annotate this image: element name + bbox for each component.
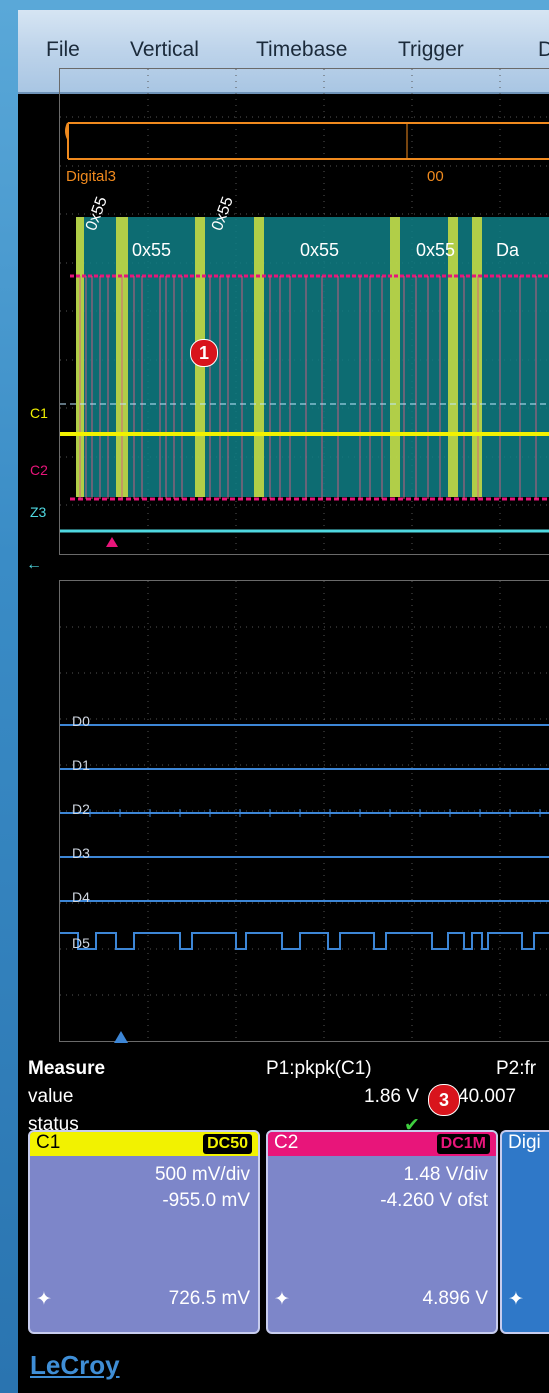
coupling-badge: DC50 xyxy=(203,1134,252,1154)
callout-marker: 1 xyxy=(190,339,218,367)
analog-grid[interactable]: Digital3 00 0x55 0x55 0x55 0x55 0x55 Da … xyxy=(59,68,549,555)
coupling-badge: DC1M xyxy=(436,1134,490,1154)
offset-value: -955.0 mV xyxy=(162,1190,250,1211)
digital-line-label: D3 xyxy=(72,845,90,861)
digital-line-label: D0 xyxy=(72,713,90,729)
left-arrow-icon: ← xyxy=(26,556,42,573)
level-icon: ✦ xyxy=(274,1289,290,1310)
scope-window: File Vertical Timebase Trigger D xyxy=(18,10,549,1393)
row-value-label: value xyxy=(28,1086,74,1107)
menu-vertical[interactable]: Vertical xyxy=(130,38,199,61)
decode-packet: Da xyxy=(496,240,520,260)
menu-display[interactable]: D xyxy=(538,38,549,61)
channel-card-c2[interactable]: C2 DC1M 1.48 V/div -4.260 V ofst ✦ 4.896… xyxy=(266,1130,498,1334)
brand-logo: LeCroy xyxy=(30,1350,120,1380)
p2-label: P2:fr xyxy=(496,1058,537,1079)
level-icon: ✦ xyxy=(508,1289,524,1310)
digital-line-label: D4 xyxy=(72,889,90,905)
decode-bus-label: Digital3 xyxy=(66,168,117,185)
measure-title[interactable]: Measure xyxy=(28,1058,106,1079)
p2-value: 40.007 xyxy=(458,1086,517,1107)
trigger-arrow-icon xyxy=(114,1031,128,1043)
decode-packet: 0x55 xyxy=(132,240,172,260)
level-icon: ✦ xyxy=(36,1289,52,1310)
decode-bus-value: 00 xyxy=(427,168,444,185)
digital-waveform-area xyxy=(60,581,549,1041)
channel-label-z3: Z3 xyxy=(30,504,47,520)
digital-grid[interactable]: D0 D1 D2 D3 D4 D5 xyxy=(59,580,549,1043)
channel-card-c1[interactable]: C1 DC50 500 mV/div -955.0 mV ✦ 726.5 mV xyxy=(28,1130,260,1334)
card-channel-name: Digi xyxy=(508,1132,541,1153)
card-channel-name: C1 xyxy=(36,1132,61,1153)
decode-packet: 0x55 xyxy=(300,240,340,260)
digital-line-label: D1 xyxy=(72,757,90,773)
level-value: 726.5 mV xyxy=(168,1288,250,1309)
channel-card-digital[interactable]: Digi ✦ xyxy=(500,1130,549,1334)
row-status-label: status xyxy=(28,1114,79,1135)
analog-waveform-area xyxy=(60,69,549,554)
menu-bar: File Vertical Timebase Trigger D xyxy=(18,10,549,94)
level-value: 4.896 V xyxy=(422,1288,489,1309)
decode-packet: 0x55 xyxy=(416,240,456,260)
channel-label-c1: C1 xyxy=(30,405,48,421)
volts-per-div: 500 mV/div xyxy=(154,1164,250,1185)
offset-value: -4.260 V ofst xyxy=(380,1190,488,1211)
menu-file[interactable]: File xyxy=(46,38,80,61)
channel-label-c2: C2 xyxy=(30,462,48,478)
menu-timebase[interactable]: Timebase xyxy=(256,38,348,61)
p1-label: P1:pkpk(C1) xyxy=(266,1058,372,1079)
digital-line-label: D2 xyxy=(72,801,90,817)
menu-trigger[interactable]: Trigger xyxy=(398,38,464,61)
p1-value: 1.86 V xyxy=(364,1086,419,1107)
volts-per-div: 1.48 V/div xyxy=(403,1164,489,1185)
digital-line-label: D5 xyxy=(72,935,90,951)
card-channel-name: C2 xyxy=(274,1132,299,1153)
callout-marker: 3 xyxy=(428,1084,460,1116)
